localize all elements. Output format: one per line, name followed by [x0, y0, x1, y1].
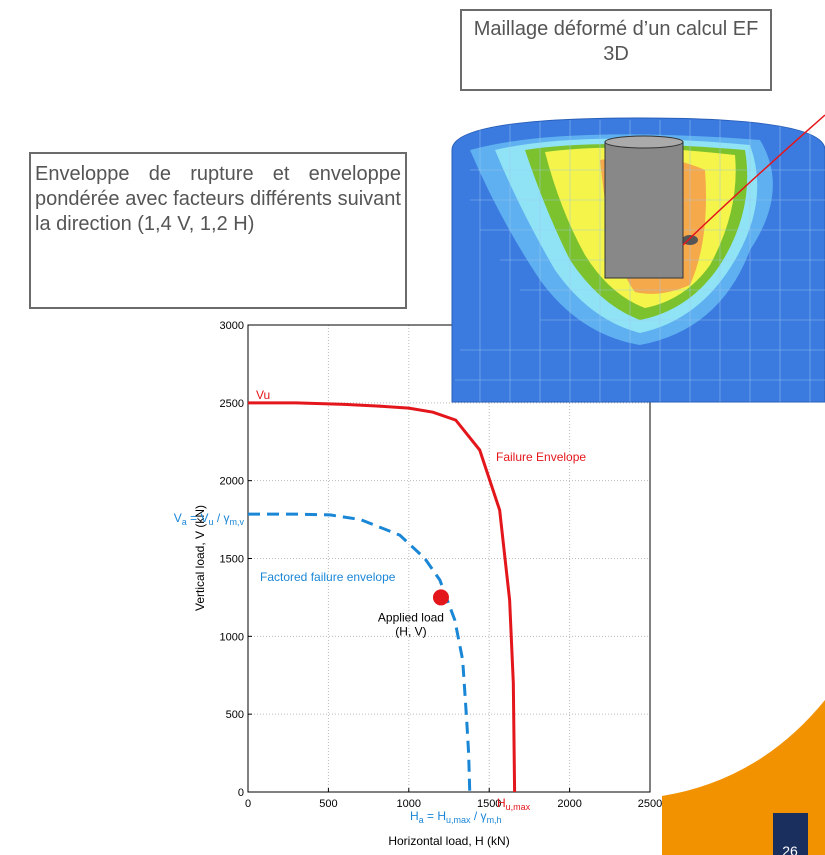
page-number: 26 — [782, 843, 798, 855]
decoration: 26 — [0, 0, 825, 855]
description-box: Enveloppe de rupture et enveloppe pondér… — [29, 152, 407, 309]
caption-box: Maillage déformé d’un calcul EF 3D — [460, 9, 772, 91]
slide: Horizontal load, H (kN) Vertical load, V… — [0, 0, 825, 855]
fe-mesh-image — [452, 115, 825, 402]
